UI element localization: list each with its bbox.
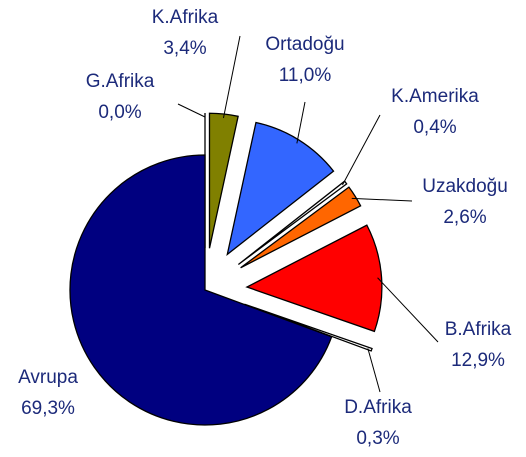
- leader-line: [296, 101, 306, 144]
- pie-slice: [240, 186, 362, 269]
- leader-line: [222, 35, 241, 119]
- slice-label: D.Afrika: [344, 397, 412, 418]
- leader-line: [377, 277, 439, 343]
- pie-slice: [69, 154, 333, 426]
- slice-label: Uzakdoğu: [422, 176, 508, 197]
- leader-line: [351, 197, 413, 202]
- slice-value-label: 2,6%: [443, 207, 486, 228]
- slice-label: G.Afrika: [86, 71, 155, 92]
- slice-value-label: 11,0%: [279, 65, 332, 86]
- slice-label: Avrupa: [18, 367, 78, 388]
- pie-slice: [226, 121, 335, 257]
- slice-value-label: 0,3%: [356, 428, 399, 449]
- slice-value-label: 69,3%: [21, 398, 75, 419]
- slice-label: K.Amerika: [391, 86, 479, 107]
- slice-label: B.Afrika: [445, 319, 512, 340]
- leader-line: [177, 103, 206, 118]
- leader-line: [367, 348, 381, 393]
- slice-label: K.Afrika: [152, 7, 219, 28]
- slice-value-label: 3,4%: [163, 38, 206, 59]
- slice-label: Ortadoğu: [265, 34, 344, 55]
- slice-value-label: 0,0%: [98, 102, 141, 123]
- slice-value-label: 0,4%: [413, 117, 456, 138]
- leader-line: [342, 114, 381, 186]
- slice-value-label: 12,9%: [451, 350, 505, 371]
- pie-slice: [245, 224, 383, 333]
